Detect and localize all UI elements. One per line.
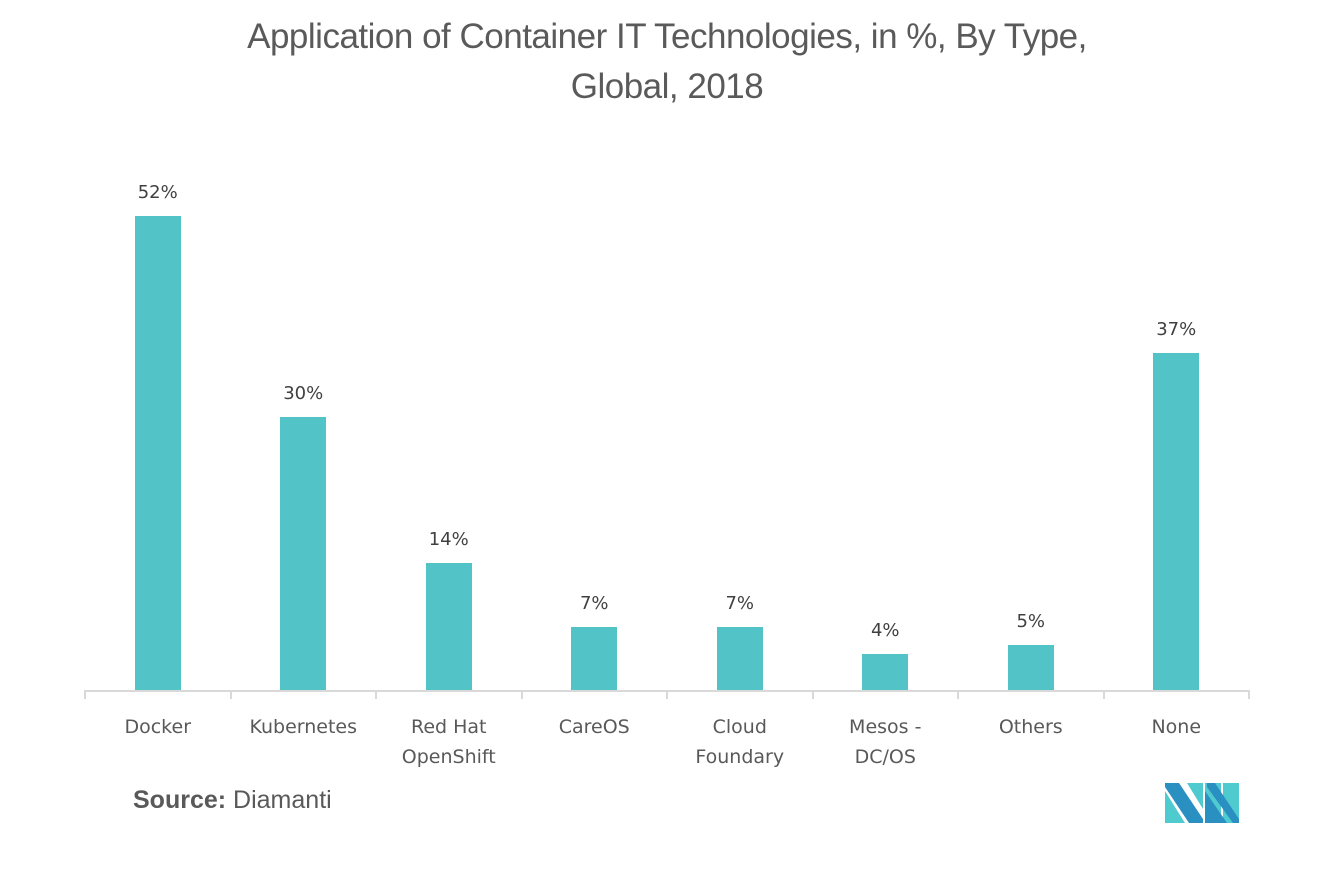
bar-cloud-foundary: [716, 627, 763, 691]
data-label: 7%: [725, 593, 755, 615]
data-label: 4%: [870, 620, 900, 642]
x-axis-category-label: Docker: [88, 712, 228, 742]
data-label: 14%: [428, 529, 469, 551]
x-axis-tick: [84, 690, 86, 699]
bar-red-hat-openshift: [425, 563, 472, 691]
x-axis-category-label: Others: [961, 712, 1101, 742]
category-label-line: Red Hat: [410, 716, 487, 738]
chart-title-line-2: Global, 2018: [570, 67, 764, 106]
x-axis-category-label: CareOS: [524, 712, 664, 742]
data-label: 5%: [1016, 611, 1046, 633]
bar-none: [1153, 353, 1200, 691]
data-label: 7%: [579, 593, 609, 615]
chart-title-line-1: Application of Container IT Technologies…: [247, 17, 1087, 56]
x-axis-category-label: Mesos - DC/OS: [815, 712, 955, 772]
category-label-line: None: [1151, 716, 1202, 738]
x-axis-category-label: None: [1106, 712, 1246, 742]
x-axis-tick: [1102, 690, 1105, 699]
x-axis-tick: [1248, 690, 1250, 699]
x-axis-tick: [957, 690, 959, 699]
category-label-line: Docker: [124, 716, 192, 738]
x-axis-tick: [666, 690, 668, 699]
source-label: Source:: [133, 786, 227, 814]
x-axis-category-label: Cloud Foundary: [670, 712, 810, 772]
bar-others: [1007, 645, 1054, 691]
category-label-line: Cloud: [712, 716, 767, 738]
x-axis-tick: [229, 690, 232, 699]
data-label: 30%: [283, 382, 324, 404]
source-value: Diamanti: [233, 786, 332, 814]
category-label-line: DC/OS: [854, 746, 916, 768]
category-label-line: Mesos -: [849, 716, 922, 738]
bar-careos: [571, 627, 618, 691]
x-axis-category-label: Kubernetes: [233, 712, 373, 742]
x-axis-line: [85, 690, 1249, 692]
x-axis-category-label: Red Hat OpenShift: [379, 712, 519, 772]
source-note: Source: Diamanti: [133, 786, 332, 815]
category-label-line: CareOS: [558, 716, 630, 738]
x-axis-tick: [520, 690, 523, 699]
bar-docker: [134, 216, 181, 691]
category-label-line: Others: [998, 716, 1063, 738]
category-label-line: Kubernetes: [249, 716, 358, 738]
data-label: 37%: [1156, 319, 1197, 341]
bar-kubernetes: [280, 416, 327, 691]
category-label-line: OpenShift: [401, 746, 496, 768]
chart-title: Application of Container IT Technologies…: [0, 12, 1334, 112]
x-axis-tick: [375, 690, 377, 699]
data-label: 52%: [137, 182, 178, 203]
category-label-line: Foundary: [695, 746, 785, 768]
bar-mesos-dc-os: [862, 654, 909, 691]
mordor-intelligence-logo-icon: [1165, 783, 1239, 823]
x-axis-tick: [811, 690, 814, 699]
